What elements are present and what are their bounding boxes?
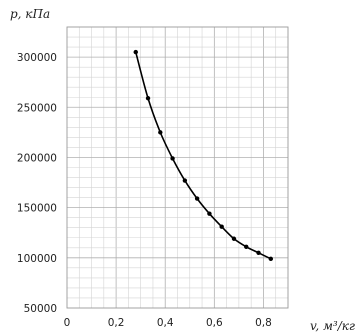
data-point (145, 96, 151, 101)
y-tick-label: 250000 (17, 102, 57, 114)
data-point (207, 211, 212, 216)
y-tick-label: 50000 (24, 303, 57, 315)
data-point (256, 250, 261, 256)
y-tick-label: 200000 (17, 152, 57, 164)
plot-border (66, 26, 289, 309)
x-tick-label: 0,4 (157, 317, 174, 329)
x-tick-label: 0,8 (255, 317, 272, 329)
data-point (244, 244, 249, 249)
data-point (158, 130, 163, 135)
x-tick-labels: 0 0,2 0,4 0,6 0,8 (64, 317, 272, 329)
data-point (182, 178, 188, 183)
x-tick-label: 0,6 (206, 317, 223, 329)
data-point (194, 196, 200, 201)
series-layer (133, 49, 274, 262)
data-point (170, 156, 175, 161)
y-tick-label: 150000 (17, 203, 57, 215)
data-point (219, 224, 224, 229)
y-tick-labels: 50000 100000 150000 200000 250000 300000 (17, 52, 57, 315)
y-axis-title: p, кПа (10, 7, 50, 21)
data-point (268, 256, 274, 262)
data-point (133, 49, 138, 55)
y-tick-label: 100000 (17, 253, 57, 265)
x-tick-label: 0,2 (108, 317, 125, 329)
x-tick-label: 0 (64, 317, 71, 329)
plot-frame (66, 26, 289, 309)
y-tick-label: 300000 (17, 52, 57, 64)
x-axis-title: v, м³/кг (310, 319, 355, 333)
data-point (231, 236, 237, 241)
